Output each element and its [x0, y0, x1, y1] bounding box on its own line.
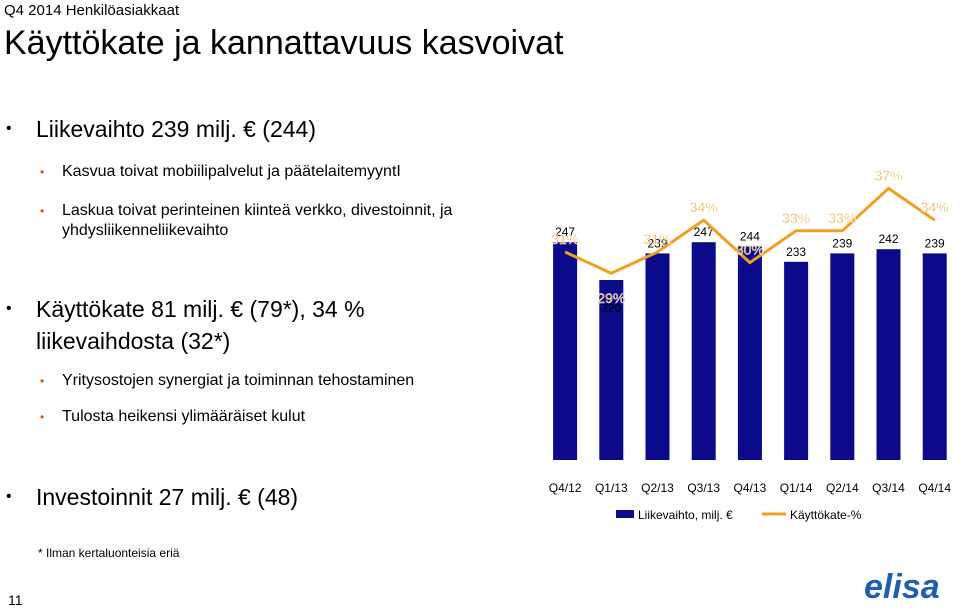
- x-tick-label: Q4/14: [918, 481, 951, 495]
- ebitda-pct-label: 29%: [597, 290, 625, 306]
- revenue-sub-2: Laskua toivat perinteinen kiinteä verkko…: [62, 202, 453, 219]
- footnote: * Ilman kertaluonteisia eriä: [38, 546, 180, 560]
- bar: [737, 246, 762, 460]
- ebitda-bullet-line1: Käyttökate 81 milj. € (79*), 34 %: [36, 296, 365, 322]
- bar-value-label: 220: [601, 301, 621, 315]
- sub-bullet-marker: •: [40, 204, 45, 218]
- bar: [784, 261, 809, 460]
- ebitda-line: [564, 186, 936, 275]
- logo-text: elisa: [864, 568, 940, 606]
- section-subtitle: Q4 2014 Henkilöasiakkaat: [4, 2, 180, 19]
- bar-value-label: 233: [786, 245, 806, 259]
- bar: [645, 253, 670, 460]
- elisa-logo: elisa: [864, 568, 940, 606]
- sub-bullet-marker: •: [40, 374, 45, 388]
- ebitda-pct-label: 34%: [690, 199, 718, 215]
- bar: [691, 242, 716, 460]
- bar-value-label: 244: [740, 229, 760, 243]
- bullet-dot: •: [6, 300, 12, 317]
- ebitda-pct-label: 30%: [736, 242, 764, 258]
- revenue-ebitda-chart: 247 Q4/12 220 Q1/13 239 Q2/13 247 Q3/13 244 Q4/13…: [549, 167, 952, 522]
- revenue-sub-1: Kasvua toivat mobiilipalvelut ja päätela…: [62, 163, 401, 180]
- ebitda-pct-label: 31%: [643, 231, 671, 247]
- ebitda-sub-1: Yritysostojen synergiat ja toiminnan teh…: [62, 372, 415, 389]
- x-tick-label: Q2/14: [826, 481, 859, 495]
- revenue-sub-3: yhdysliikenneliikevaihto: [62, 222, 229, 239]
- x-tick-label: Q1/14: [780, 481, 813, 495]
- ebitda-pct-label: 33%: [828, 210, 856, 226]
- bar-value-label: 242: [878, 232, 898, 246]
- bar: [830, 253, 855, 460]
- capex-bullet: Investoinnit 27 milj. € (48): [36, 484, 299, 510]
- bar-value-label: 247: [555, 225, 575, 239]
- ebitda-pct-label: 31%: [551, 231, 579, 247]
- page-title: Käyttökate ja kannattavuus kasvoivat: [4, 24, 564, 62]
- sub-bullet-marker: •: [40, 165, 45, 179]
- x-tick-label: Q4/13: [734, 481, 767, 495]
- legend-bar-swatch: [616, 510, 634, 518]
- bullet-dot: •: [6, 120, 12, 137]
- bar: [553, 242, 578, 460]
- ebitda-sub-2: Tulosta heikensi ylimääräiset kulut: [62, 408, 306, 425]
- bar: [599, 280, 624, 460]
- ebitda-pct-label: 37%: [874, 167, 902, 183]
- ebitda-pct-label: 33%: [782, 210, 810, 226]
- bar: [922, 253, 947, 460]
- legend-bar-label: Liikevaihto, milj. €: [638, 508, 733, 522]
- sub-bullet-marker: •: [40, 410, 45, 424]
- bar: [876, 249, 901, 460]
- bar-value-label: 239: [832, 236, 852, 250]
- x-tick-label: Q4/12: [549, 481, 582, 495]
- ebitda-bullet-line2: liikevaihdosta (32*): [36, 328, 231, 354]
- x-tick-label: Q3/14: [872, 481, 905, 495]
- legend-line-label: Käyttökate-%: [790, 508, 862, 522]
- revenue-bullet: Liikevaihto 239 milj. € (244): [36, 116, 316, 142]
- x-tick-label: Q2/13: [641, 481, 674, 495]
- bar-value-label: 247: [694, 225, 714, 239]
- bullet-dot: •: [6, 488, 12, 505]
- x-tick-label: Q1/13: [595, 481, 628, 495]
- page-number: 11: [8, 592, 23, 608]
- ebitda-pct-label: 34%: [921, 199, 949, 215]
- bar-value-label: 239: [925, 236, 945, 250]
- x-tick-label: Q3/13: [687, 481, 720, 495]
